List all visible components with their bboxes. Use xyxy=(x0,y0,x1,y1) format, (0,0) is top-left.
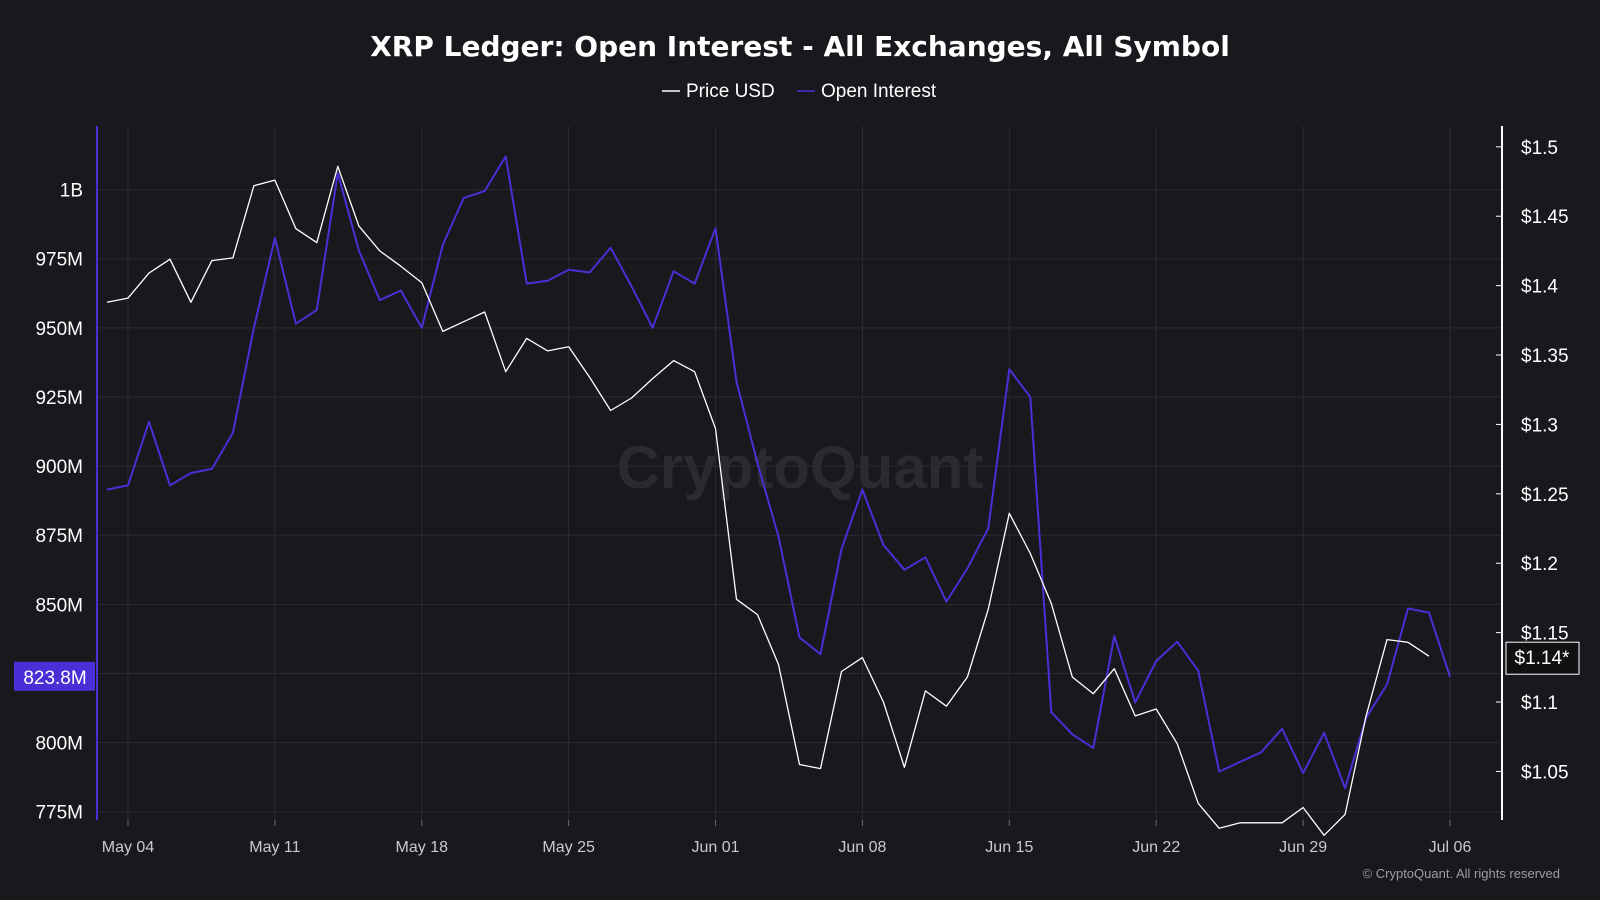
left-tick-label: 925M xyxy=(35,388,83,409)
legend-label-open-interest[interactable]: Open Interest xyxy=(821,81,937,102)
x-tick-label: Jun 01 xyxy=(692,839,740,856)
legend-label-price[interactable]: Price USD xyxy=(686,81,775,102)
series-layer xyxy=(106,155,1451,836)
left-tick-label: 975M xyxy=(35,250,83,271)
price-current-badge-box xyxy=(1505,641,1580,675)
right-tick-label: $1.05 xyxy=(1521,762,1569,783)
x-tick-label: Jun 22 xyxy=(1132,839,1180,856)
chart-title: XRP Ledger: Open Interest - All Exchange… xyxy=(370,30,1230,63)
right-tick-label: $1.25 xyxy=(1521,485,1569,506)
watermark: CryptoQuant xyxy=(617,434,984,501)
x-tick-label: May 18 xyxy=(396,839,449,856)
x-tick-label: Jun 08 xyxy=(838,839,886,856)
x-tick-label: Jun 29 xyxy=(1279,839,1327,856)
left-tick-label: 950M xyxy=(35,319,83,340)
copyright: © CryptoQuant. All rights reserved xyxy=(1363,866,1560,881)
right-axis-ticks: $1.05 $1.1 $1.15 $1.2 $1.25 $1.3 $1.35 $1.4 $1.4… xyxy=(1496,138,1569,783)
left-tick-label: 1B xyxy=(60,181,83,202)
right-tick-label: $1.3 xyxy=(1521,415,1558,436)
right-tick-label: $1.1 xyxy=(1521,693,1558,714)
x-tick-label: Jun 15 xyxy=(985,839,1033,856)
left-tick-label: 800M xyxy=(35,734,83,755)
x-tick-label: May 25 xyxy=(542,839,595,856)
legend: Price USD Open Interest xyxy=(662,81,937,102)
x-tick-label: Jul 06 xyxy=(1429,839,1472,856)
right-tick-label: $1.45 xyxy=(1521,207,1569,228)
oi-current-badge-label: 823.8M xyxy=(23,668,86,689)
left-tick-label: 775M xyxy=(35,803,83,824)
x-tick-label: May 11 xyxy=(249,839,300,856)
series-line-open-interest[interactable] xyxy=(106,155,1451,790)
left-tick-label: 850M xyxy=(35,595,83,616)
right-tick-label: $1.15 xyxy=(1521,624,1569,645)
left-tick-label: 875M xyxy=(35,526,83,547)
right-tick-label: $1.2 xyxy=(1521,554,1558,575)
right-tick-label: $1.5 xyxy=(1521,138,1558,159)
price-current-badge: $1.14* xyxy=(1505,641,1580,675)
x-tick-label: May 04 xyxy=(102,839,155,856)
right-tick-label: $1.4 xyxy=(1521,277,1558,298)
x-axis-ticks: May 04 May 11 May 18 May 25 Jun 01 Jun 08 Jun … xyxy=(102,820,1472,856)
left-axis-ticks: 775M800M825M850M875M900M925M950M975M1B xyxy=(35,181,83,824)
series-line-price-usd[interactable] xyxy=(106,165,1430,836)
oi-current-badge-box xyxy=(14,661,95,691)
right-tick-label: $1.35 xyxy=(1521,346,1569,367)
price-current-badge-label: $1.14* xyxy=(1515,648,1571,669)
oi-current-badge: 823.8M xyxy=(14,661,95,691)
left-tick-label: 900M xyxy=(35,457,83,478)
